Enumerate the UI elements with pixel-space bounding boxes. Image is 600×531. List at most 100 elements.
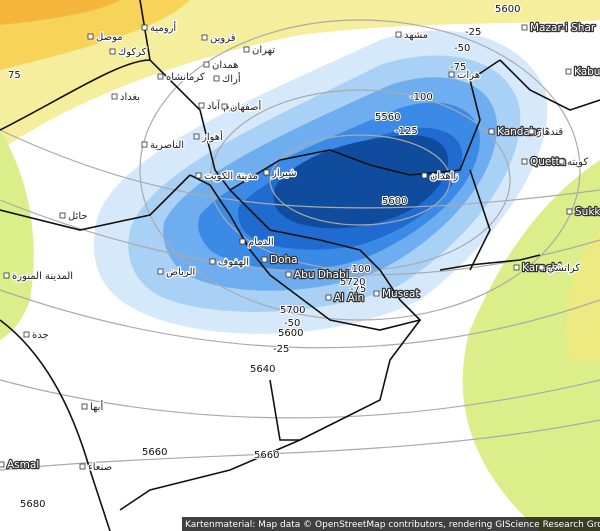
city-marker <box>395 31 402 38</box>
city-marker <box>261 256 268 263</box>
contour-label: 5660 <box>254 450 279 461</box>
city-label: شيراز <box>271 168 297 179</box>
city-label: قندهار <box>536 127 563 138</box>
afghan-border <box>499 59 600 111</box>
city-marker <box>59 212 66 219</box>
city-marker <box>285 271 292 278</box>
city-marker <box>263 169 270 176</box>
city-marker <box>3 272 10 279</box>
city-label: Doha <box>270 254 298 266</box>
isoline <box>0 289 600 349</box>
city-label: همدان <box>212 60 238 71</box>
contour-label: 5700 <box>280 305 305 316</box>
iran-border <box>229 59 501 191</box>
city-marker <box>565 68 572 75</box>
contour-label: 5600 <box>278 328 303 339</box>
city-marker <box>81 403 88 410</box>
city-label: حائل <box>68 211 88 222</box>
contour-label: 5660 <box>142 447 167 458</box>
city-label: مدينة الكويت <box>204 171 258 182</box>
city-marker <box>221 103 228 110</box>
city-marker <box>521 24 528 31</box>
city-marker <box>239 238 246 245</box>
city-marker <box>195 172 202 179</box>
city-label: Kandahar <box>497 126 548 138</box>
city-marker <box>243 46 250 53</box>
city-marker <box>528 128 535 135</box>
city-label: موصل <box>96 32 123 43</box>
gulf-coast <box>0 59 422 331</box>
contour-label: 75 <box>8 70 21 81</box>
city-marker <box>141 141 148 148</box>
contour-label: 5720 <box>340 277 365 288</box>
city-label: تهران <box>252 45 275 56</box>
city-label: الدمام <box>248 237 274 248</box>
city-marker <box>213 75 220 82</box>
city-marker <box>87 33 94 40</box>
city-label: كركوك <box>118 47 147 58</box>
isoline <box>139 19 581 321</box>
city-label: Sukk <box>575 206 600 218</box>
contour-label: -125 <box>395 126 418 137</box>
city-marker <box>193 133 200 140</box>
city-marker <box>203 61 210 68</box>
city-label: Abu Dhabi <box>294 269 349 281</box>
pakistan-coast <box>439 254 541 271</box>
contour-label: 5560 <box>375 112 400 123</box>
city-label: زاهدان <box>430 171 458 182</box>
city-label: بغداد <box>120 92 140 103</box>
anomaly-150 <box>273 135 449 229</box>
city-marker <box>23 331 30 338</box>
isoline <box>0 379 600 419</box>
city-label: Al Ain <box>334 292 364 304</box>
city-label: المدينة المنورة <box>12 271 73 282</box>
city-label: مشهد <box>404 30 428 41</box>
city-marker <box>111 93 118 100</box>
zone-warmer <box>0 0 120 25</box>
city-label: كرمانشاه <box>166 72 205 83</box>
yemen-oman-border <box>269 379 300 441</box>
city-marker <box>157 73 164 80</box>
city-marker <box>373 290 380 297</box>
city-marker <box>421 172 428 179</box>
city-marker <box>488 128 495 135</box>
city-label: أصفهان <box>230 100 262 113</box>
contour-label: 5680 <box>20 499 45 510</box>
city-label: أراك <box>222 72 241 85</box>
attribution-bg <box>182 517 600 531</box>
isoline <box>0 129 600 209</box>
attribution: Kartenmaterial: Map data © OpenStreetMap… <box>185 520 600 530</box>
city-marker <box>325 294 332 301</box>
contour-label: -50 <box>454 43 470 54</box>
contour-label: -50 <box>284 318 300 329</box>
zone-light <box>0 0 600 150</box>
zone-left <box>0 130 34 340</box>
city-marker <box>558 158 565 165</box>
city-label: أرومية <box>150 21 176 34</box>
city-marker <box>0 461 5 468</box>
city-label: كويته <box>567 157 588 168</box>
isoline <box>269 134 451 226</box>
city-marker <box>157 268 164 275</box>
contour-label: -100 <box>410 92 433 103</box>
city-marker <box>538 264 545 271</box>
iran-pak-border <box>469 169 491 271</box>
city-label: Kabul <box>574 66 600 78</box>
city-label: صنعاء <box>88 462 112 473</box>
zone-right-inner <box>566 230 600 360</box>
city-marker <box>513 264 520 271</box>
city-label: أهواز <box>201 130 223 143</box>
city-label: الرياض <box>166 267 195 278</box>
isoline <box>209 89 511 271</box>
arabia-south-coast <box>119 319 421 511</box>
red-sea-coast <box>0 319 111 531</box>
contour-label: -25 <box>465 27 481 38</box>
city-label: أبها <box>90 400 103 413</box>
contour-label: -75 <box>450 62 466 73</box>
city-label: هرات <box>457 70 480 81</box>
city-label: الهفوف <box>218 257 249 268</box>
city-label: Quetta <box>530 156 566 168</box>
city-marker <box>448 71 455 78</box>
city-label: قزوين <box>210 33 236 44</box>
